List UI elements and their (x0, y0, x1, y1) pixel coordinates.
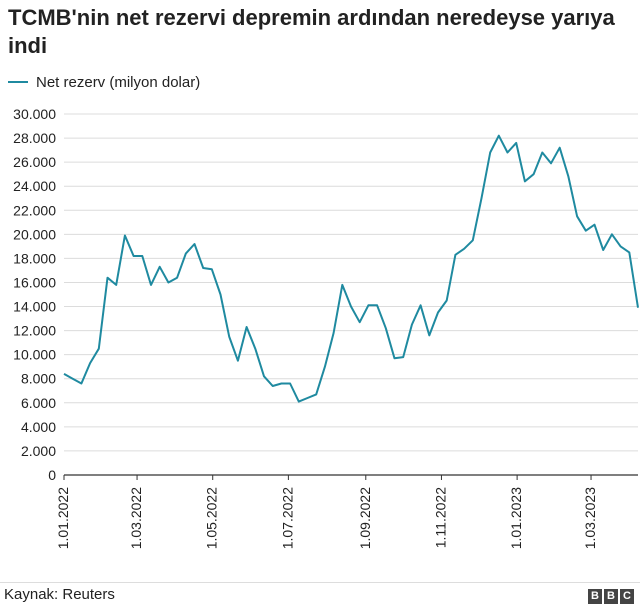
line-chart: 0 2.000 4.000 6.000 8.000 10.000 12.000 14.000 1… (13, 106, 639, 549)
legend-swatch (8, 81, 28, 83)
footer-divider (0, 582, 640, 583)
y-tick-label: 4.000 (21, 419, 56, 435)
y-tick-label: 18.000 (13, 250, 56, 266)
bbc-logo-letter: C (620, 589, 634, 604)
x-tick-label: 1.11.2022 (432, 487, 448, 548)
y-axis-ticks: 0 2.000 4.000 6.000 8.000 10.000 12.000 14.000 1… (13, 106, 56, 483)
y-tick-label: 16.000 (13, 274, 56, 290)
y-tick-label: 20.000 (13, 226, 56, 242)
y-tick-label: 22.000 (13, 202, 56, 218)
grid-layer (64, 113, 638, 476)
source-note: Kaynak: Reuters (4, 586, 115, 603)
y-tick-label: 10.000 (13, 347, 56, 363)
y-tick-label: 14.000 (13, 299, 56, 315)
bbc-logo-letter: B (604, 589, 618, 604)
x-tick-label: 1.05.2022 (204, 487, 220, 549)
chart-title: TCMB'nin net rezervi depremin ardından n… (8, 5, 615, 58)
bbc-logo: B B C (588, 589, 634, 604)
series-line-net-rezerv (63, 134, 639, 403)
legend-label: Net rezerv (milyon dolar) (36, 73, 201, 91)
x-axis-ticks: 1.01.2022 1.03.2022 1.05.2022 1.07.2022 1.09… (55, 475, 598, 549)
y-tick-label: 6.000 (21, 395, 56, 411)
x-tick-label: 1.03.2022 (128, 487, 144, 549)
x-tick-label: 1.03.2023 (582, 487, 598, 549)
y-tick-label: 30.000 (13, 106, 56, 122)
legend: Net rezerv (milyon dolar) (8, 72, 200, 92)
series-points (63, 135, 639, 402)
x-tick-label: 1.01.2023 (508, 487, 524, 549)
y-tick-label: 2.000 (21, 443, 56, 459)
x-tick-label: 1.01.2022 (55, 487, 71, 549)
y-tick-label: 8.000 (21, 371, 56, 387)
y-tick-label: 24.000 (13, 178, 56, 194)
y-tick-label: 26.000 (13, 154, 56, 170)
y-tick-label: 28.000 (13, 130, 56, 146)
y-tick-label: 0 (48, 467, 56, 483)
x-tick-label: 1.07.2022 (279, 487, 295, 549)
bbc-logo-letter: B (588, 589, 602, 604)
x-tick-label: 1.09.2022 (357, 487, 373, 549)
y-tick-label: 12.000 (13, 323, 56, 339)
